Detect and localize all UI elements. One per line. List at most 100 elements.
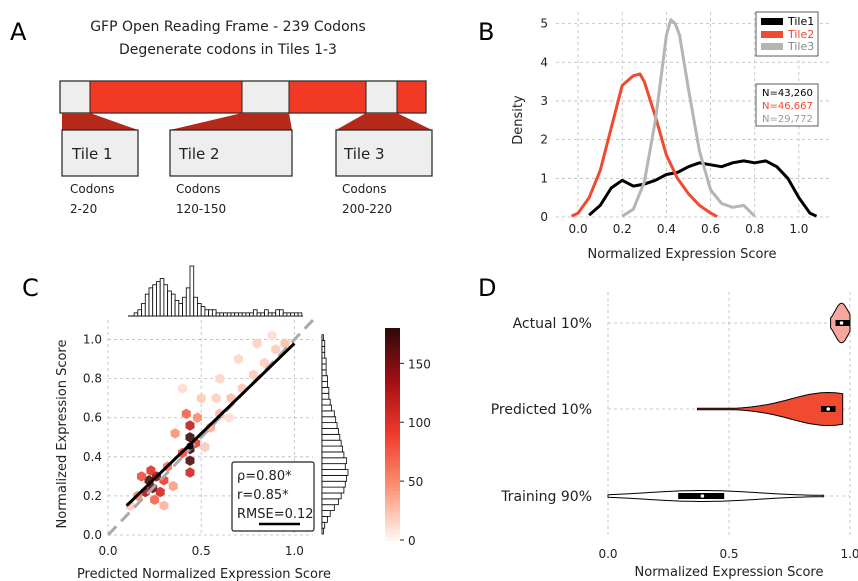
panel-c-hexbin (215, 373, 225, 384)
panel-c-right-hist-bar (321, 527, 324, 535)
tile1-codons-label: Codons (70, 182, 115, 196)
panel-c-right-hist-bar (321, 433, 341, 441)
panel-c-colorbar-cell (385, 416, 400, 421)
panel-c-top-hist-bar (178, 303, 183, 317)
panel-c-colorbar-cell (385, 359, 400, 364)
panel-c-colorbar-cell (385, 437, 400, 442)
panel-c-ytick: 0.6 (83, 411, 102, 425)
panel-c-right-hist-bar (321, 363, 327, 371)
panel-c-colorbar-cell (385, 522, 400, 527)
panel-c-top-hist-bar (174, 299, 180, 317)
panel-b-xtick: 0.0 (569, 222, 588, 236)
stat-rmse: RMSE=0.12 (237, 507, 314, 522)
panel-b-ytick: 4 (540, 55, 548, 69)
panel-b-ytick: 0 (540, 210, 548, 224)
panel-c-top-hist-bar (267, 312, 273, 317)
panel-c-colorbar-cell (385, 352, 400, 357)
panel-c-right-hist-bar (321, 428, 339, 435)
panel-c-right-hist-bar (321, 381, 328, 388)
tile3-codons-label: Codons (342, 182, 387, 196)
panel-c-hexbin (185, 420, 195, 431)
panel-c-hexbin (155, 486, 165, 498)
panel-c-top-hist-bar (290, 312, 295, 317)
panel-c-colorbar-cell (385, 444, 400, 449)
panel-c-colorbar-cell (385, 381, 400, 386)
panel-c-hexbin (271, 344, 281, 355)
panel-d-median-dot (839, 321, 844, 325)
tile1-label: Tile 1 (71, 145, 113, 163)
panel-c-colorbar-cell (385, 338, 400, 343)
panel-c-colorbar-cell (385, 472, 400, 477)
panel-c-colorbar-cell (385, 476, 400, 481)
panel-c-colorbar-cell (385, 462, 400, 467)
legend-label-tile3: Tile3 (787, 40, 814, 53)
panel-c-top-hist-bar (152, 284, 157, 317)
panel-letter-d: D (478, 274, 496, 302)
panel-c-colorbar-cell (385, 525, 400, 530)
panel-d-category-label: Actual 10% (513, 316, 592, 332)
panel-c-right-hist-bar (321, 474, 348, 482)
panel-c-colorbar-cell (385, 349, 400, 354)
panel-c-colorbar-cell (385, 412, 400, 417)
panel-c-colorbar-cell (385, 419, 400, 424)
panel-c-right-hist-bar (321, 492, 342, 500)
panel-c-colorbar-cell (385, 373, 400, 379)
panel-c-top-hist-bar (197, 303, 202, 317)
panel-b-xtick: 0.4 (657, 222, 676, 236)
panel-c-right-hist-bar (321, 422, 338, 429)
panel-c-colorbar-cell (385, 395, 400, 400)
tile3-label: Tile 3 (343, 145, 385, 163)
panel-c-top-hist-bar (279, 309, 284, 317)
panel-b-xtick: 0.2 (613, 222, 632, 236)
panel-c-hexbin: 0.0 0.5 1.0 0.0 0.2 0.4 0.6 0.8 1.0 0 50 100 150 ρ=… (55, 265, 431, 581)
panel-d-violins (607, 302, 851, 502)
panel-b-line-tile1 (588, 159, 818, 218)
panel-c-top-hist-bar (256, 312, 262, 317)
panel-c-top-hist-bar (200, 306, 206, 317)
panel-d-median-dot (826, 407, 831, 411)
panel-c-right-hist-bar (321, 392, 330, 400)
panel-a-title-line1: GFP Open Reading Frame - 239 Codons (90, 19, 366, 35)
panel-c-center-point (186, 442, 194, 450)
panel-d-category-label: Training 90% (500, 489, 592, 505)
panel-d-xtick: 0.5 (719, 547, 738, 561)
legend-swatch-tile1 (761, 18, 783, 25)
panel-c-hexbin (234, 353, 243, 365)
panel-c-right-hist-bar (321, 498, 339, 506)
tile1-codons-range: 2-20 (70, 202, 97, 216)
panel-c-top-hist-bar (226, 312, 232, 317)
panel-c-hexbin (178, 383, 187, 394)
panel-c-top-hist-bar (211, 309, 217, 317)
legend-label-tile1: Tile1 (787, 15, 814, 28)
panel-c-right-hist-bar (321, 387, 330, 394)
panel-c-right-hist-bar (321, 469, 349, 476)
panel-c-top-hist-bar (137, 309, 142, 317)
panel-c-hexbin (150, 494, 160, 505)
panel-c-top-hist-bar (208, 309, 213, 317)
panel-b-legend: Tile1 Tile2 Tile3 (755, 11, 819, 57)
tile1-trapezoid (62, 113, 138, 130)
panel-c-colorbar-cell (385, 487, 400, 492)
panel-c-hexbin (200, 441, 210, 453)
panel-c-top-hist-bar (159, 278, 165, 317)
panel-c-top-hist-bar (223, 312, 228, 317)
panel-c-fit-line (125, 342, 296, 507)
panel-c-hexbin (211, 393, 221, 404)
panel-c-top-hist-bar (204, 309, 210, 317)
panel-c-right-hist-bar (321, 416, 337, 424)
panel-c-hexbin (224, 412, 234, 423)
tile2-codons-label: Codons (176, 182, 221, 196)
panel-c-colorbar-cell (385, 479, 400, 485)
panel-b-ylabel: Density (511, 95, 526, 145)
stats-box (231, 461, 315, 532)
panel-a-schematic: GFP Open Reading Frame - 239 Codons Dege… (59, 19, 433, 216)
panel-c-identity-line (106, 318, 315, 537)
panel-c-right-hist-bar (321, 463, 346, 470)
panel-c-colorbar-cell (385, 328, 400, 333)
tile1-box (61, 129, 139, 177)
panel-c-colorbar-cell (385, 409, 400, 414)
panel-c-right-hist-bar (321, 398, 331, 406)
panel-c-colorbar-cell (385, 508, 400, 513)
orf-degenerate-block-2 (288, 80, 367, 114)
